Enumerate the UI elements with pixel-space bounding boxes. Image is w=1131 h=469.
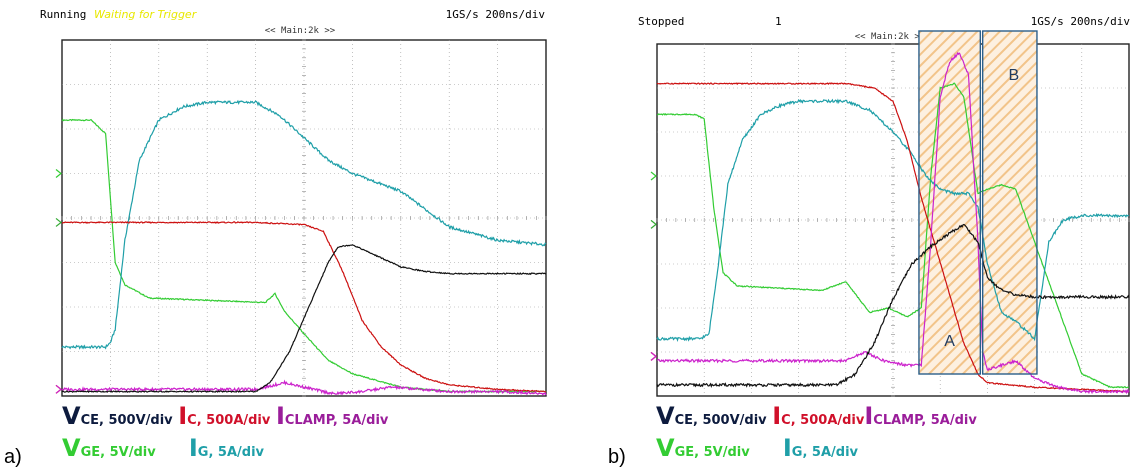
region-box-b	[981, 30, 1038, 375]
legend-ic: IC, 500A/div	[772, 402, 865, 430]
main-zoom-label: << Main:2k >>	[265, 26, 336, 36]
rate-label: 1GS/s 200ns/div	[1031, 15, 1131, 28]
oscilloscope-chart-b: Stopped 1 1GS/s 200ns/div << Main:2k >> …	[638, 15, 1131, 397]
status-note: Waiting for Trigger	[94, 8, 198, 21]
trace-vce	[656, 223, 1130, 389]
status-text: Running	[40, 8, 86, 21]
grid	[656, 43, 1130, 397]
region-label-a: A	[944, 333, 955, 350]
scope-panel-a: Running Waiting for Trigger 1GS/s 200ns/…	[0, 0, 547, 468]
legend-ig: IG, 5A/div	[782, 434, 859, 462]
channel-marker-iclamp	[650, 351, 657, 361]
legend-iclamp: ICLAMP, 5A/div	[864, 402, 977, 430]
legend-iclamp: ICLAMP, 5A/div	[275, 402, 389, 430]
trace-ic	[61, 221, 547, 393]
region-fill	[918, 31, 981, 374]
trace-vge	[657, 82, 1130, 389]
rate-label: 1GS/s 200ns/div	[446, 8, 546, 21]
trace-ic	[656, 82, 1129, 393]
legend-row-2-b: VGE, 5V/div IG, 5A/div	[656, 436, 858, 460]
scope-panel-b: Stopped 1 1GS/s 200ns/div << Main:2k >> …	[600, 0, 1131, 468]
legend-row-1-b: VCE, 500V/div IC, 500A/divICLAMP, 5A/div	[656, 404, 977, 428]
grid	[61, 39, 547, 397]
region-box-a	[918, 30, 982, 375]
trigger-number: 1	[775, 15, 782, 28]
legend-ig: IG, 5A/div	[188, 434, 265, 462]
legend-vge: VGE, 5V/div	[656, 434, 750, 462]
main-zoom-label: << Main:2k >>	[855, 32, 926, 42]
legend-vce: VCE, 500V/div	[656, 402, 767, 430]
channel-marker-vge	[55, 169, 62, 178]
legend-row-1-a: VCE, 500V/div IC, 500A/div ICLAMP, 5A/di…	[62, 404, 388, 428]
legend-row-2-a: VGE, 5V/div IG, 5A/div	[62, 436, 264, 460]
legend-vce: VCE, 500V/div	[62, 402, 173, 430]
trace-iclamp	[656, 51, 1130, 395]
trace-ig	[656, 98, 1130, 342]
region-label-b: B	[1008, 67, 1019, 84]
trace-vce	[61, 244, 547, 394]
channel-marker-vge	[650, 171, 657, 181]
panel-label: a)	[4, 446, 22, 468]
trace-ig	[61, 99, 547, 350]
legend-ic: IC, 500A/div	[178, 402, 271, 430]
channel-marker-ig	[55, 217, 62, 227]
panel-label: b)	[608, 446, 626, 468]
status-text: Stopped	[638, 15, 684, 28]
oscilloscope-chart-a: Running Waiting for Trigger 1GS/s 200ns/…	[40, 8, 547, 397]
channel-marker-iclamp	[55, 384, 62, 394]
legend-vge: VGE, 5V/div	[62, 434, 156, 462]
channel-marker-ig	[650, 219, 657, 229]
